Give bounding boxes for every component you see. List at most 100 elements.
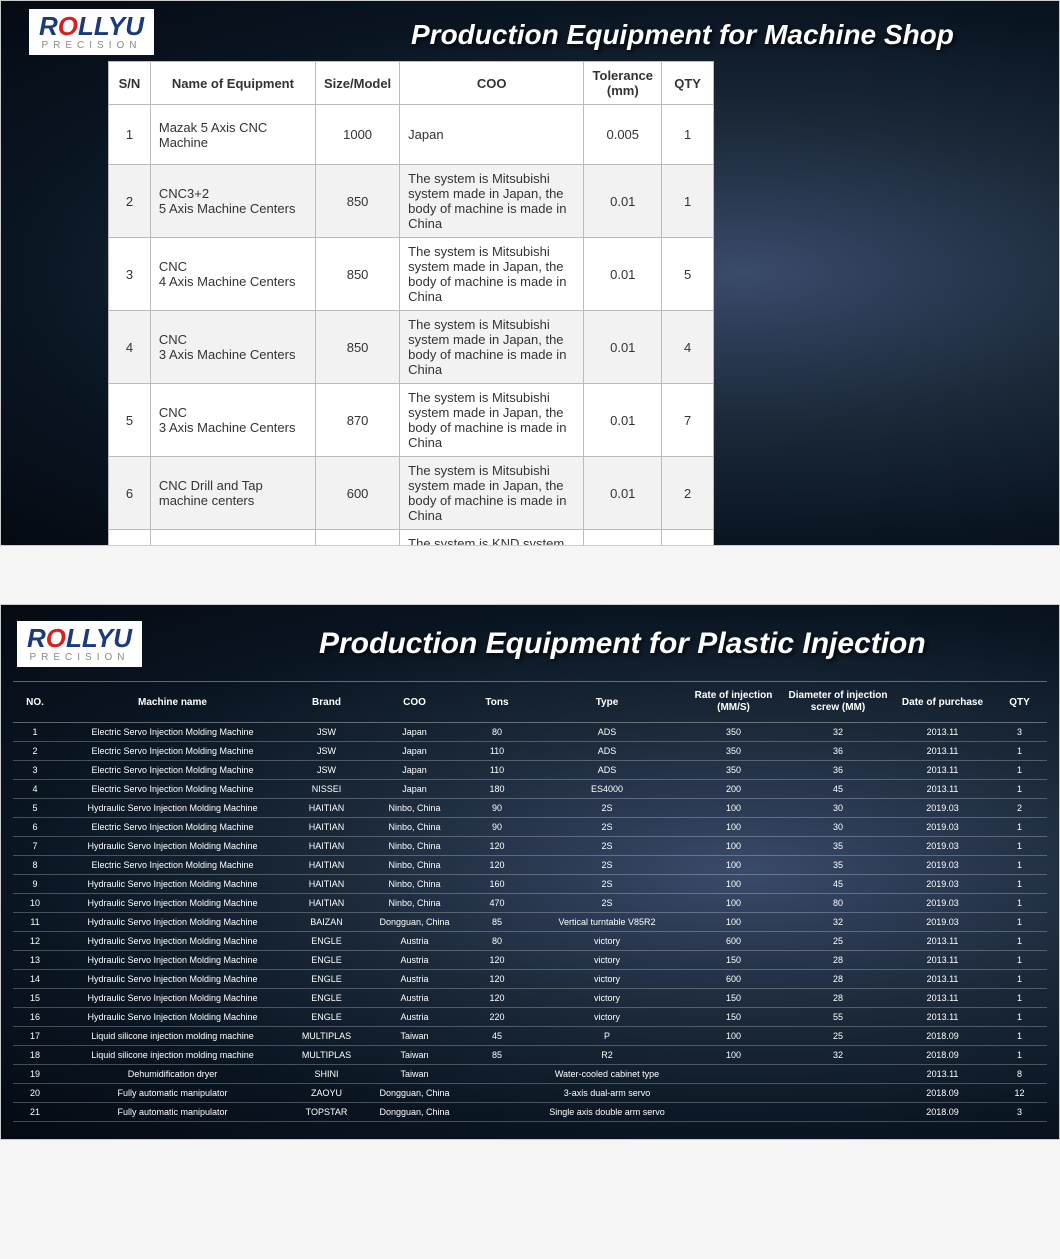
cell-brand: HAITIAN bbox=[288, 799, 365, 818]
cell-rate: 100 bbox=[684, 875, 783, 894]
cell-no: 21 bbox=[13, 1103, 57, 1122]
cell-coo: Dongguan, China bbox=[365, 1103, 464, 1122]
cell-no: 4 bbox=[13, 780, 57, 799]
cell-no: 14 bbox=[13, 970, 57, 989]
col-date: Date of purchase bbox=[893, 682, 992, 723]
cell-coo: Japan bbox=[365, 780, 464, 799]
cell-qty: 8 bbox=[992, 1065, 1047, 1084]
cell-tol: 0.005 bbox=[584, 530, 662, 547]
cell-date: 2019.03 bbox=[893, 894, 992, 913]
cell-coo: Ninbo, China bbox=[365, 875, 464, 894]
cell-name: Dehumidification dryer bbox=[57, 1065, 288, 1084]
cell-name: CNC 4 Axis Machine Centers bbox=[150, 238, 315, 311]
cell-date: 2013.11 bbox=[893, 1008, 992, 1027]
cell-dia: 30 bbox=[783, 799, 893, 818]
table-row: 1Electric Servo Injection Molding Machin… bbox=[13, 723, 1047, 742]
col-qty: QTY bbox=[662, 62, 714, 105]
logo-o: O bbox=[58, 11, 78, 41]
cell-qty: 1 bbox=[992, 894, 1047, 913]
table-row: 8Electric Servo Injection Molding Machin… bbox=[13, 856, 1047, 875]
cell-dia: 45 bbox=[783, 875, 893, 894]
cell-coo: Japan bbox=[400, 105, 584, 165]
cell-qty: 2 bbox=[992, 799, 1047, 818]
cell-tol: 0.01 bbox=[584, 165, 662, 238]
cell-qty: 1 bbox=[992, 856, 1047, 875]
cell-type: victory bbox=[530, 932, 684, 951]
table-row: 2Electric Servo Injection Molding Machin… bbox=[13, 742, 1047, 761]
cell-rate: 350 bbox=[684, 723, 783, 742]
cell-type: Vertical turntable V85R2 bbox=[530, 913, 684, 932]
table-row: 4Electric Servo Injection Molding Machin… bbox=[13, 780, 1047, 799]
cell-size: 850 bbox=[315, 165, 399, 238]
slide-machine-shop: ROLLYU PRECISION Production Equipment fo… bbox=[0, 0, 1060, 546]
logo-text: ROLLYU bbox=[27, 625, 132, 651]
cell-brand: HAITIAN bbox=[288, 837, 365, 856]
cell-dia: 25 bbox=[783, 1027, 893, 1046]
cell-qty: 1 bbox=[992, 780, 1047, 799]
cell-coo: Austria bbox=[365, 970, 464, 989]
cell-tons: 90 bbox=[464, 818, 530, 837]
cell-name: Electric Servo Injection Molding Machine bbox=[57, 856, 288, 875]
cell-dia: 25 bbox=[783, 932, 893, 951]
logo-part2: LLYU bbox=[78, 11, 144, 41]
logo: ROLLYU PRECISION bbox=[29, 9, 154, 55]
col-coo: COO bbox=[400, 62, 584, 105]
cell-name: Electric Servo Injection Molding Machine bbox=[57, 723, 288, 742]
cell-type: 2S bbox=[530, 875, 684, 894]
cell-coo: Taiwan bbox=[365, 1027, 464, 1046]
table-row: 11Hydraulic Servo Injection Molding Mach… bbox=[13, 913, 1047, 932]
cell-dia: 55 bbox=[783, 1008, 893, 1027]
cell-size: 870 bbox=[315, 384, 399, 457]
cell-type: ADS bbox=[530, 742, 684, 761]
col-dia: Diameter of injection screw (MM) bbox=[783, 682, 893, 723]
cell-type: ADS bbox=[530, 723, 684, 742]
cell-dia: 80 bbox=[783, 894, 893, 913]
cell-dia: 36 bbox=[783, 742, 893, 761]
cell-rate bbox=[684, 1103, 783, 1122]
cell-coo: Dongguan, China bbox=[365, 1084, 464, 1103]
cell-coo: The system is Mitsubishi system made in … bbox=[400, 165, 584, 238]
cell-qty: 1 bbox=[992, 989, 1047, 1008]
cell-dia bbox=[783, 1103, 893, 1122]
cell-date: 2013.11 bbox=[893, 723, 992, 742]
cell-tons: 180 bbox=[464, 780, 530, 799]
cell-no: 10 bbox=[13, 894, 57, 913]
cell-rate bbox=[684, 1065, 783, 1084]
cell-date: 2019.03 bbox=[893, 818, 992, 837]
cell-type: victory bbox=[530, 951, 684, 970]
cell-type: victory bbox=[530, 989, 684, 1008]
cell-tons bbox=[464, 1065, 530, 1084]
cell-brand: ZAOYU bbox=[288, 1084, 365, 1103]
cell-size: 1000 bbox=[315, 105, 399, 165]
cell-date: 2018.09 bbox=[893, 1027, 992, 1046]
table-row: 6Electric Servo Injection Molding Machin… bbox=[13, 818, 1047, 837]
cell-brand: HAITIAN bbox=[288, 818, 365, 837]
cell-brand: ENGLE bbox=[288, 1008, 365, 1027]
cell-dia: 35 bbox=[783, 837, 893, 856]
cell-rate: 350 bbox=[684, 761, 783, 780]
cell-coo: The system is Mitsubishi system made in … bbox=[400, 311, 584, 384]
cell-tons: 45 bbox=[464, 1027, 530, 1046]
table-row: 20Fully automatic manipulatorZAOYUDonggu… bbox=[13, 1084, 1047, 1103]
cell-qty: 2 bbox=[662, 457, 714, 530]
cell-name: Liquid silicone injection molding machin… bbox=[57, 1027, 288, 1046]
cell-tons: 120 bbox=[464, 951, 530, 970]
cell-no: 9 bbox=[13, 875, 57, 894]
cell-type: P bbox=[530, 1027, 684, 1046]
cell-no: 7 bbox=[13, 837, 57, 856]
table-row: 13Hydraulic Servo Injection Molding Mach… bbox=[13, 951, 1047, 970]
table-row: 7Hydraulic Servo Injection Molding Machi… bbox=[13, 837, 1047, 856]
table-row: 14Hydraulic Servo Injection Molding Mach… bbox=[13, 970, 1047, 989]
cell-coo: Austria bbox=[365, 1008, 464, 1027]
cell-qty: 1 bbox=[992, 1008, 1047, 1027]
logo-text: ROLLYU bbox=[39, 13, 144, 39]
cell-sn: 5 bbox=[109, 384, 151, 457]
plastic-injection-table: NO. Machine name Brand COO Tons Type Rat… bbox=[13, 681, 1047, 1122]
cell-name: Hydraulic Servo Injection Molding Machin… bbox=[57, 1008, 288, 1027]
cell-name: Fully automatic manipulator bbox=[57, 1084, 288, 1103]
cell-qty: 5 bbox=[662, 238, 714, 311]
table1: S/N Name of Equipment Size/Model COO Tol… bbox=[108, 61, 714, 546]
cell-date: 2013.11 bbox=[893, 761, 992, 780]
cell-brand: JSW bbox=[288, 723, 365, 742]
cell-sn: 6 bbox=[109, 457, 151, 530]
